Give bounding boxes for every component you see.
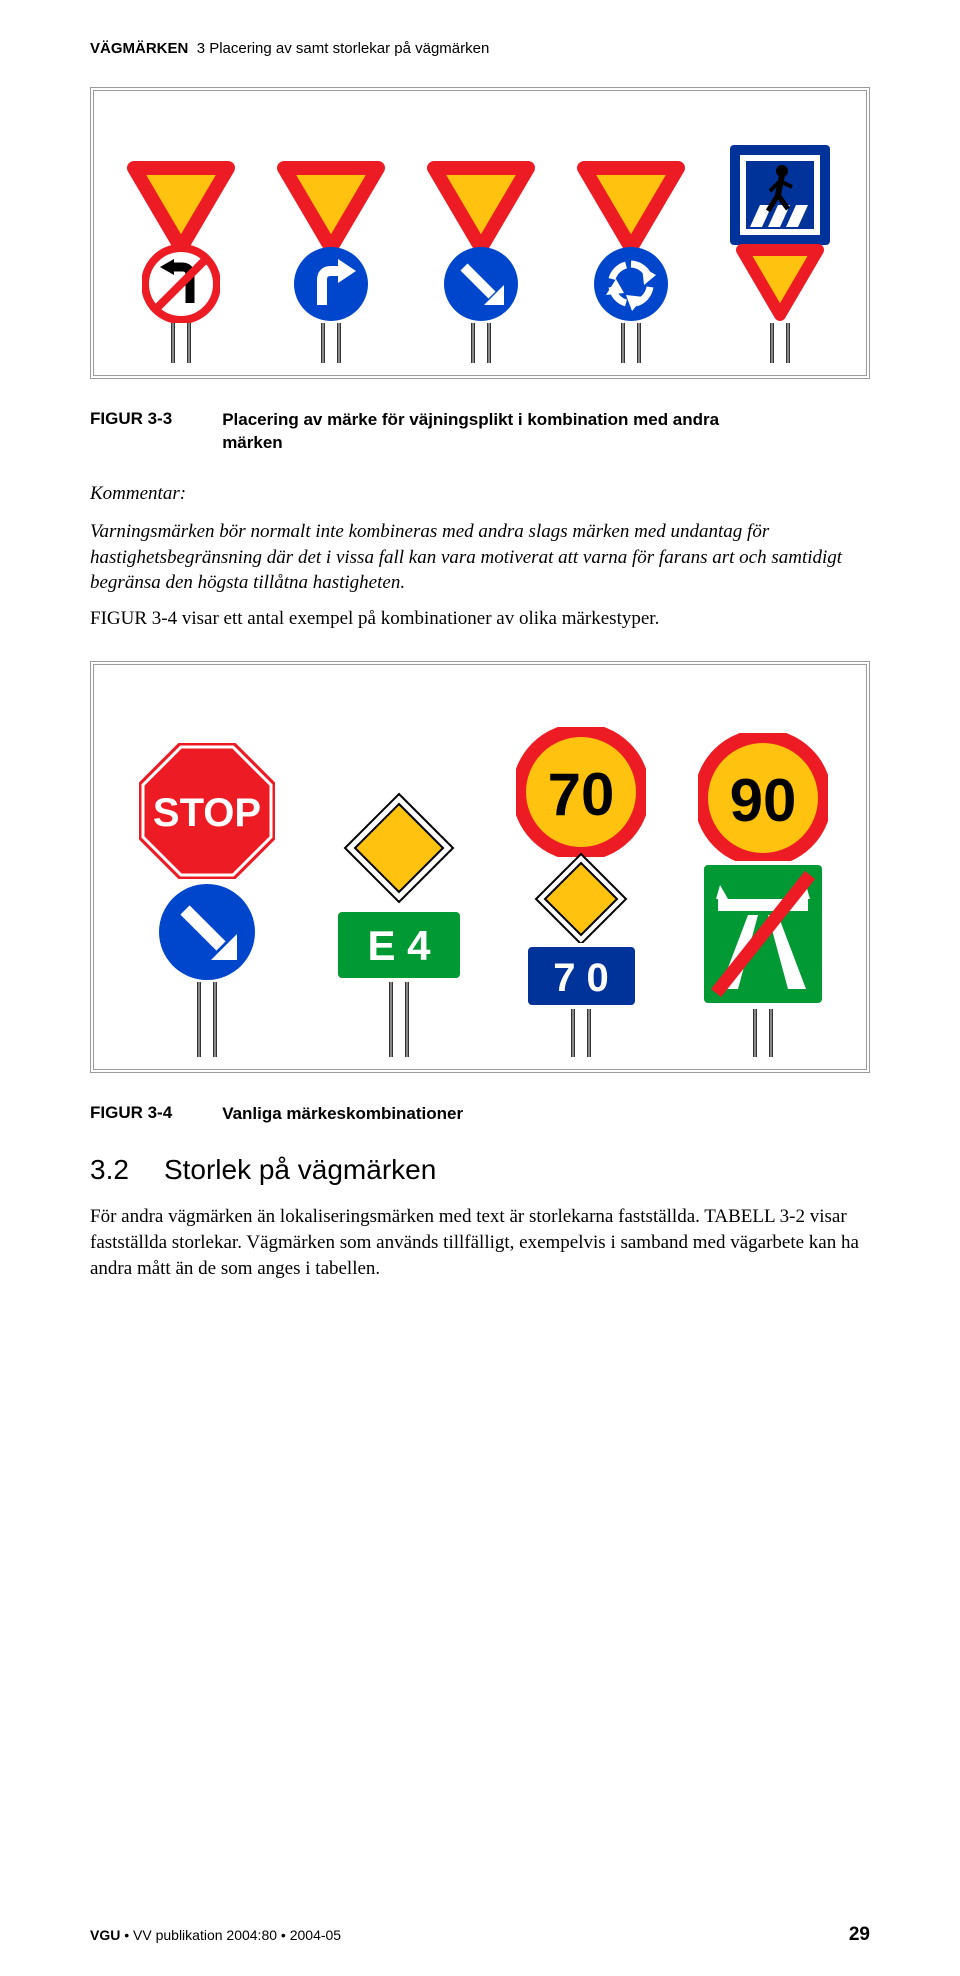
route-70-icon: 7 0: [524, 943, 639, 1009]
yield-triangle-small-icon: [735, 243, 825, 323]
section-title: Storlek på vägmärken: [164, 1154, 436, 1186]
header-bold: VÄGMÄRKEN: [90, 40, 188, 57]
figure-3-3-box: [90, 87, 870, 379]
priority-diamond-icon: [531, 849, 631, 949]
e4-text: E 4: [367, 922, 431, 969]
speed-70-text: 70: [548, 761, 615, 828]
figure-3-3-row: [106, 103, 854, 363]
sign-col-b3: 70 7 0: [516, 727, 646, 1057]
figure-3-4-row: STOP E 4 70: [106, 677, 854, 1057]
line-after-comment: FIGUR 3-4 visar ett antal exempel på kom…: [90, 606, 870, 632]
fig-3-4-caption-text: Vanliga märkeskombinationer: [222, 1103, 463, 1126]
keep-right-diagonal-icon: [157, 882, 257, 982]
section-number: 3.2: [90, 1154, 129, 1186]
header-rest: 3 Placering av samt storlekar på vägmärk…: [197, 40, 490, 57]
figure-3-3-caption: FIGUR 3-3 Placering av märke för väjning…: [90, 409, 870, 455]
page-footer: VGU • VV publikation 2004:80 • 2004-05 2…: [90, 1924, 870, 1946]
yield-triangle-icon: [576, 160, 686, 255]
footer-left: VGU • VV publikation 2004:80 • 2004-05: [90, 1927, 341, 1943]
page-header: VÄGMÄRKEN 3 Placering av samt storlekar …: [90, 40, 870, 57]
stop-sign-icon: STOP: [132, 736, 282, 886]
fig-3-4-label: FIGUR 3-4: [90, 1103, 172, 1126]
section-3-2-para: För andra vägmärken än lokaliseringsmärk…: [90, 1204, 870, 1281]
comment-label: Kommentar:: [90, 483, 870, 505]
page-number: 29: [849, 1924, 870, 1946]
sign-col-4: [576, 160, 686, 363]
sign-col-3: [426, 160, 536, 363]
yield-triangle-icon: [426, 160, 536, 255]
speed-70-icon: 70: [516, 727, 646, 857]
e4-route-icon: E 4: [334, 908, 464, 982]
stop-text: STOP: [153, 791, 261, 835]
speed-90-icon: 90: [698, 733, 828, 863]
motorway-end-icon: [698, 859, 828, 1009]
fig-3-3-label: FIGUR 3-3: [90, 409, 172, 455]
keep-right-diagonal-icon: [442, 245, 520, 323]
yield-triangle-icon: [126, 160, 236, 255]
sign-col-1: [126, 160, 236, 363]
turn-right-icon: [292, 245, 370, 323]
pedestrian-crossing-icon: [726, 141, 834, 249]
roundabout-icon: [592, 245, 670, 323]
figure-3-4-caption: FIGUR 3-4 Vanliga märkeskombinationer: [90, 1103, 870, 1126]
no-left-turn-icon: [142, 245, 220, 323]
sign-col-b4: 90: [698, 733, 828, 1057]
sign-col-b1: STOP: [132, 736, 282, 1057]
sign-col-2: [276, 160, 386, 363]
sign-col-b2: E 4: [334, 788, 464, 1057]
route-70-text: 7 0: [553, 956, 609, 1000]
fig-3-3-caption-text: Placering av märke för väjningsplikt i k…: [222, 409, 782, 455]
comment-body: Varningsmärken bör normalt inte kombiner…: [90, 519, 870, 596]
priority-diamond-icon: [339, 788, 459, 908]
yield-triangle-icon: [276, 160, 386, 255]
footer-vgu: VGU: [90, 1927, 120, 1943]
sign-col-5: [726, 141, 834, 363]
speed-90-text: 90: [730, 767, 797, 834]
footer-rest: • VV publikation 2004:80 • 2004-05: [120, 1927, 341, 1943]
figure-3-4-box: STOP E 4 70: [90, 661, 870, 1073]
section-3-2-heading: 3.2 Storlek på vägmärken: [90, 1154, 870, 1186]
